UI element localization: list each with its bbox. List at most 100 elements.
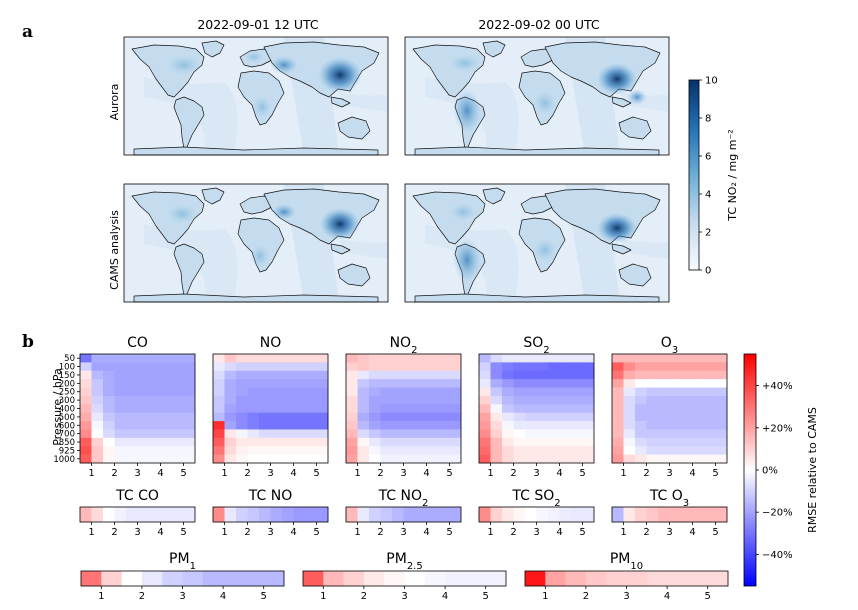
heatmap-1-cell [224,387,237,397]
tc-heatmap-0-cell [91,507,104,523]
heatmap-4-cell [646,421,659,430]
heatmap-0-cell [103,404,115,413]
heatmap-0-cell [114,370,127,380]
heatmap-3-cell [513,362,526,372]
tc-heatmap-title-1: TC NO [248,488,292,504]
heatmap-0-cell [149,412,161,422]
tc-heatmap-4-cell [715,507,728,523]
heatmap-0-cell [91,387,104,397]
heatmap-1-cell [316,446,329,455]
heatmap-1-cell [247,412,260,422]
heatmap-0-cell [114,429,127,439]
heatmap-2-cell [449,379,462,388]
heatmap-1-cell [224,421,237,430]
heatmap-2-cell [357,421,370,430]
heatmap-4-cell [715,446,728,455]
heatmap-1-cell [293,370,306,380]
heatmap-3-cell [502,421,514,430]
tc-heatmap-0-cell [80,507,92,523]
heatmap-2-cell [380,354,393,363]
heatmap-2-cell [403,412,416,422]
heatmap-title-1: NO [260,335,282,351]
heatmap-0-cell [137,412,150,422]
heatmap-1-cell [236,421,248,430]
heatmap-2-cell [449,370,462,380]
heatmap-0-cell [103,429,115,439]
heatmap-4-cell [681,429,693,439]
heatmap-0-cell [126,412,138,422]
heatmap-4-cell [715,429,728,439]
heatmap-1-cell [270,387,283,397]
heatmap-3-cell [479,370,491,380]
heatmap-2-cell [438,429,450,439]
heatmap-4-cell [681,387,693,397]
heatmap-3-cell [525,437,537,447]
column-title-1: 2022-09-01 12 UTC [197,17,319,32]
heatmap-3-cell [502,379,514,388]
tc-heatmap-4-cell [623,507,636,523]
tc-heatmap-2-xtick: 3 [400,527,406,538]
tc-heatmap-4-cell [658,507,670,523]
heatmap-3-cell [490,412,503,422]
heatmap-4-cell [692,362,705,372]
heatmap-2-xtick: 4 [423,468,429,479]
heatmap-title-3: SO2 [523,335,549,356]
heatmap-2-cell [403,387,416,397]
heatmap-1-cell [316,354,329,363]
pm-heatmap-2-cell [545,571,566,587]
heatmap-1-cell [305,354,317,363]
heatmap-2-cell [392,354,404,363]
pm-heatmap-0-cell [141,571,163,587]
heatmap-4-cell [623,354,636,363]
heatmap-0-cell [80,437,92,447]
heatmap-1-cell [316,362,329,372]
heatmap-1-cell [282,429,294,439]
pm-heatmap-0-cell [121,571,143,587]
heatmap-4-cell [623,437,636,447]
heatmap-2-cell [449,354,462,363]
tc-heatmap-4: 1 2 3 4 5 [611,506,728,538]
heatmap-2-cell [403,362,416,372]
heatmap-2-cell [415,362,427,372]
heatmap-3-cell [502,412,514,422]
heatmap-0-cell [160,379,173,388]
heatmap-0-cell [137,454,150,464]
heatmap-3-cell [502,404,514,413]
heatmap-4-cell [669,454,682,464]
heatmap-1-cell [224,370,237,380]
heatmap-4-cell [635,370,647,380]
heatmap-3-cell [490,379,503,388]
heatmap-1-cell [305,387,317,397]
heatmap-0-cell [114,412,127,422]
tc-heatmap-1-cell [224,507,237,523]
heatmap-1-cell [236,404,248,413]
tc-heatmap-4-xtick: 3 [666,527,672,538]
heatmap-1-cell [247,429,260,439]
pm-heatmap-0-cell [81,571,102,587]
heatmap-3-xtick: 1 [487,468,493,479]
heatmap-4-cell [715,379,728,388]
heatmap-3-cell [536,370,549,380]
heatmap-3-cell [479,379,491,388]
heatmap-4-cell [692,404,705,413]
heatmap-0-cell [149,354,161,363]
heatmap-2-cell [369,446,381,455]
pm-heatmap-title-1: PM2.5 [386,551,422,572]
heatmap-2-cell [357,404,370,413]
heatmap-1-cell [259,387,271,397]
pm-heatmap-1-cell [323,571,344,587]
heatmap-2-cell [357,412,370,422]
heatmap-3-cell [502,387,514,397]
heatmap-2-cell [346,412,358,422]
heatmap-0-xtick: 1 [88,468,94,479]
heatmap-0-cell [114,387,127,397]
pm-heatmap-1-cell [384,571,405,587]
colorbar-rmse-label: RMSE relative to CAMS [806,407,819,533]
heatmap-0-cell [126,379,138,388]
heatmap-2-cell [415,412,427,422]
tc-heatmap-3-cell [502,507,514,523]
heatmap-1-cell [259,404,271,413]
heatmap-3-xtick: 2 [510,468,516,479]
heatmap-0-cell [126,454,138,464]
heatmap-0-cell [114,354,127,363]
